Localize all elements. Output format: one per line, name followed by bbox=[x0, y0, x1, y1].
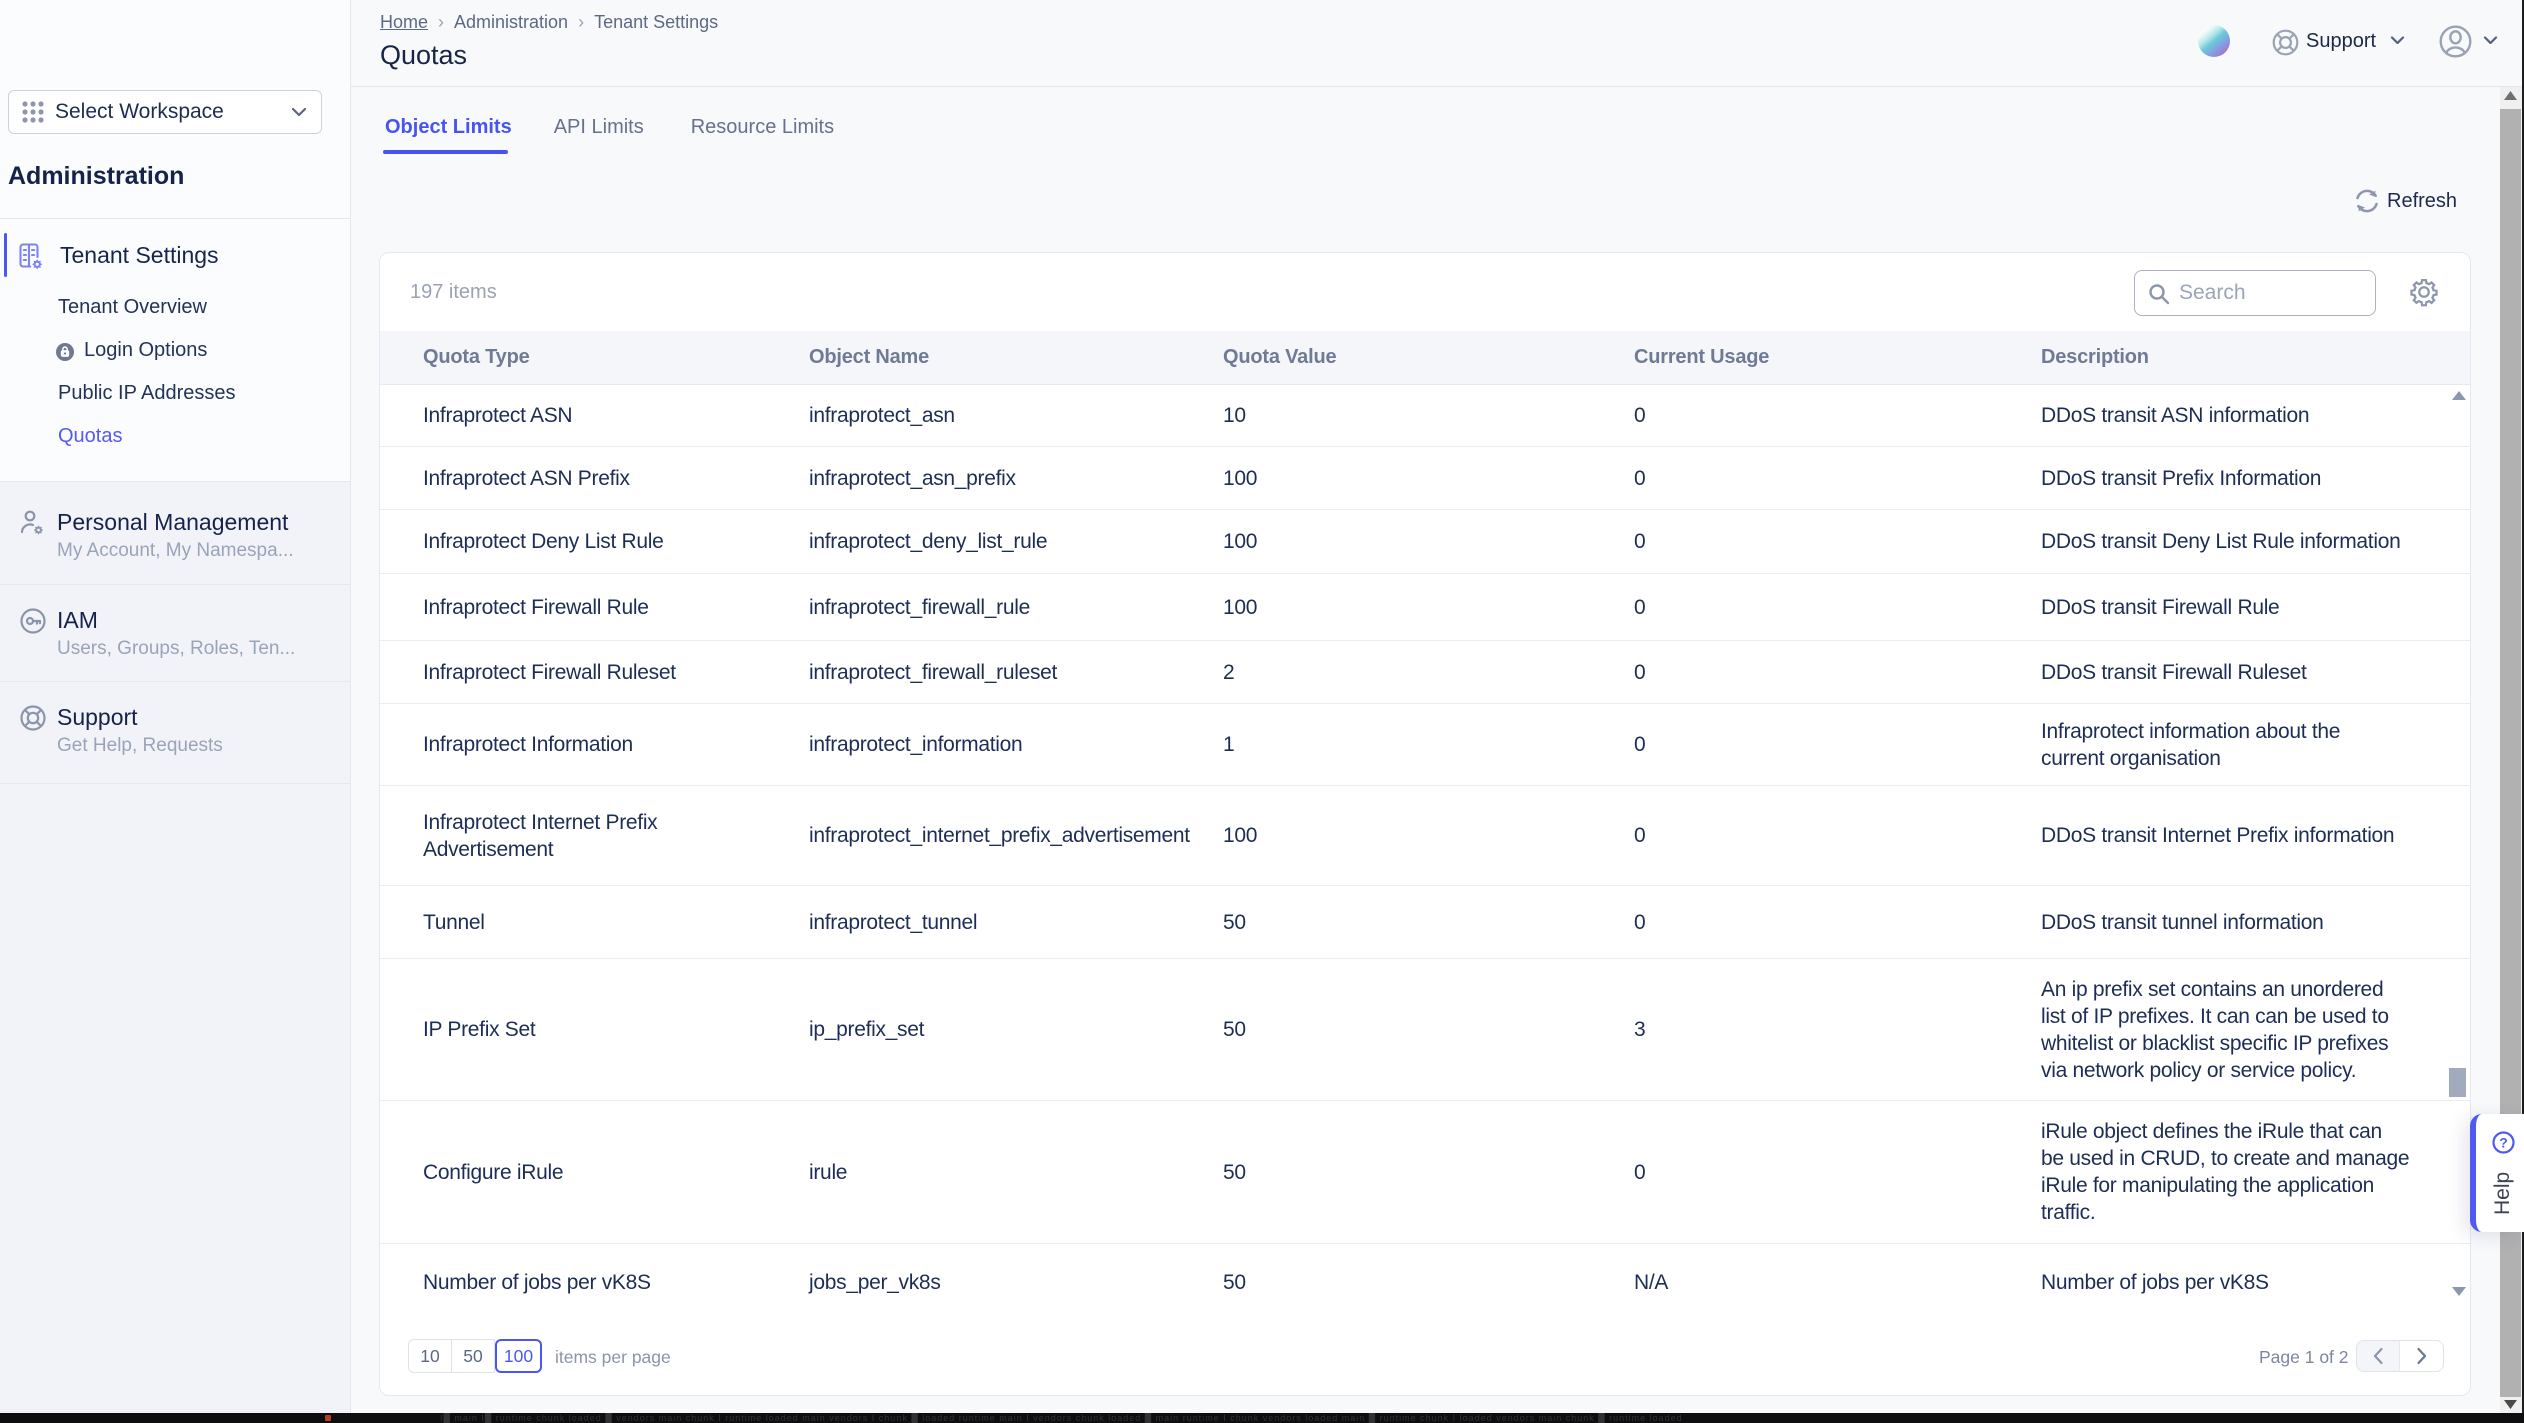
svg-text:?: ? bbox=[2499, 1135, 2508, 1151]
